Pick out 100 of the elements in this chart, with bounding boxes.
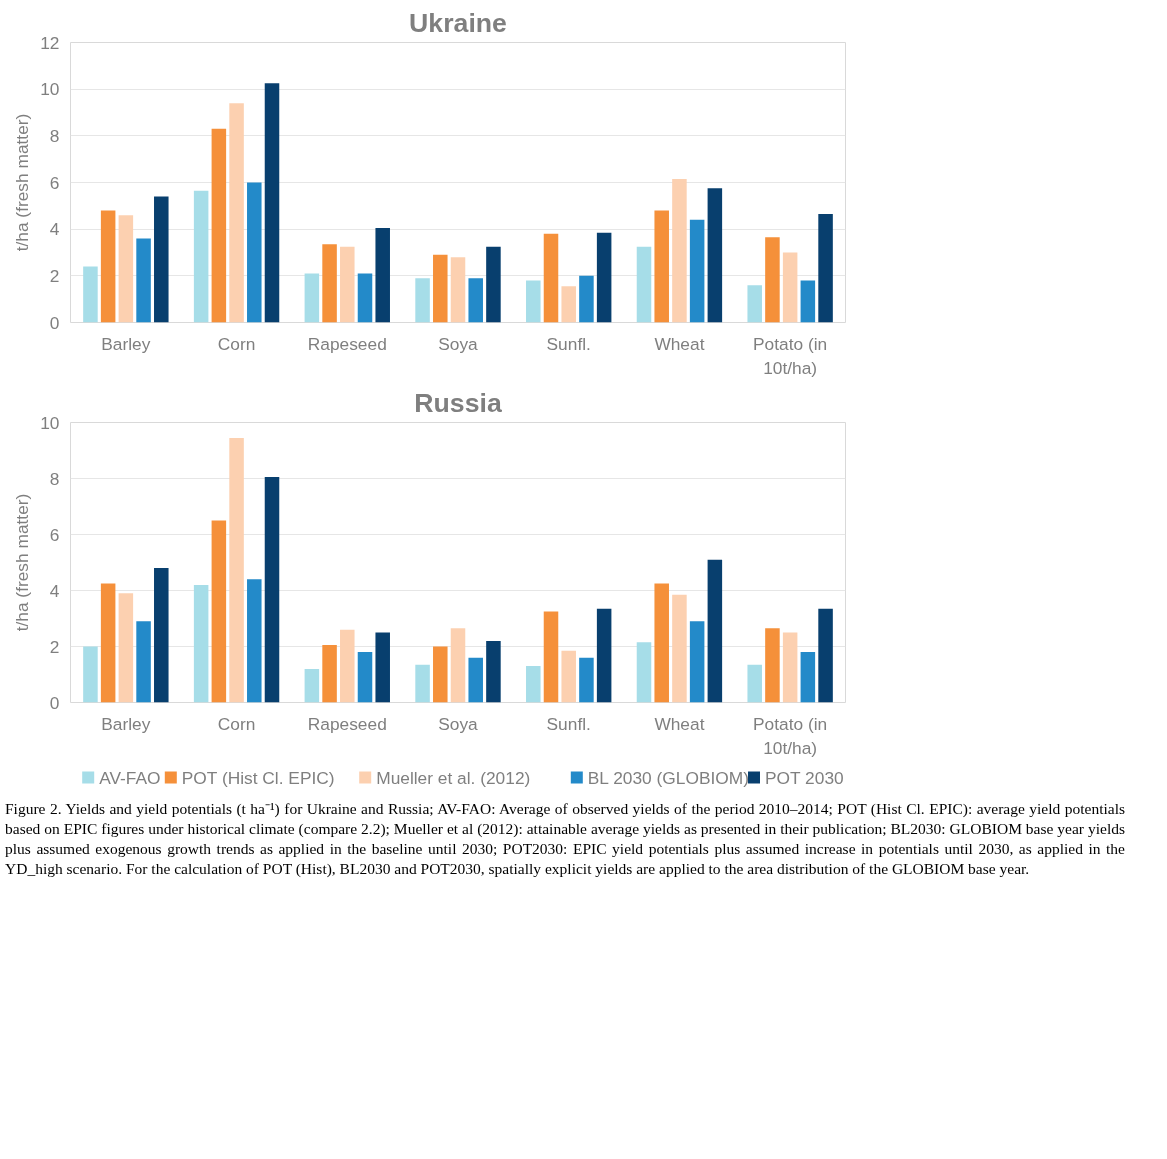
bar [375, 632, 390, 703]
bar [193, 190, 209, 323]
bar [340, 246, 355, 323]
x-tick-label: Corn [217, 713, 256, 734]
bar [247, 182, 262, 323]
x-tick-label: Sunfl. [546, 713, 591, 734]
bar [596, 608, 612, 703]
bar [229, 103, 244, 323]
y-tick-label: 10 [40, 412, 60, 433]
y-tick-label: 10 [40, 79, 60, 100]
chart-title: Ukraine [409, 7, 507, 38]
bar [561, 286, 576, 323]
bar [433, 646, 448, 703]
y-tick-label: 0 [49, 692, 60, 713]
y-axis-title: t/ha (fresh matter) [12, 493, 33, 632]
bar [340, 629, 355, 703]
bar [579, 657, 594, 703]
bar [118, 215, 134, 323]
bar [211, 520, 227, 703]
y-tick-label: 4 [49, 219, 60, 240]
y-tick-label: 6 [49, 172, 60, 193]
x-tick-label: Soya [438, 333, 479, 354]
legend-label: BL 2030 (GLOBIOM) [587, 767, 749, 788]
bar [707, 559, 723, 703]
bar [154, 196, 169, 323]
bar [596, 232, 612, 323]
legend-label: POT 2030 [765, 767, 844, 788]
x-tick-label: Rapeseed [307, 713, 387, 734]
bar [375, 228, 390, 323]
bar [782, 632, 798, 703]
bar [322, 244, 337, 323]
bar [486, 640, 501, 703]
y-tick-label: 4 [49, 580, 60, 601]
bar [818, 608, 833, 703]
legend-label: POT (Hist Cl. EPIC) [181, 767, 335, 788]
y-tick-label: 8 [49, 125, 60, 146]
bar [561, 650, 576, 703]
bar [468, 657, 483, 703]
x-tick-label: Potato (in 10t/ha) [753, 713, 828, 758]
y-tick-label: 0 [49, 312, 60, 333]
bar [357, 273, 373, 323]
caption: Figure 2. Yields and yield potentials (t ha⁻¹) for Ukraine and Russia; AV-FAO: Average of observed yields of the period 2010–2014; POT (Hist Cl. EPIC): average yield potentials based on EPIC figures under historical climate (compare 2.2); Mueller et al (2012): attainable average yields as presented in their publication; BL2030: GLOBIOM base year yields plus assumed exogenous growth trends as applied in the baseline until 2030; POT2030: EPIC yield potentials plus assumed increase in potentials until 2030, as applied in the YD_high scenario. For the calculation of POT (Hist), BL2030 and POT2030, spatially explicit yields are applied to the area distribution of the GLOBIOM base year. [5, 799, 1125, 880]
y-tick-label: 8 [49, 468, 60, 489]
bar [136, 621, 151, 703]
bar [672, 594, 687, 703]
bar [636, 642, 652, 703]
bar [689, 621, 705, 703]
bar [654, 210, 669, 323]
bar [450, 628, 466, 703]
x-tick-label: Sunfl. [546, 333, 591, 354]
bar [211, 128, 227, 323]
bar [118, 593, 134, 703]
x-tick-label: Potato (in 10t/ha) [753, 333, 828, 378]
bar [579, 275, 594, 323]
chart-title: Russia [414, 387, 502, 418]
bar [264, 477, 280, 703]
bar [322, 645, 337, 703]
bar [636, 246, 652, 323]
bar [304, 668, 320, 703]
bar [415, 278, 430, 323]
y-tick-label: 2 [49, 636, 60, 657]
bar [526, 280, 541, 323]
bar [654, 583, 669, 703]
bar [782, 252, 798, 323]
bar [247, 579, 262, 703]
bar [765, 237, 780, 323]
legend-label: AV-FAO [99, 767, 161, 788]
bar [818, 214, 833, 323]
bar [526, 666, 541, 703]
bar [486, 246, 501, 323]
x-tick-label: Corn [217, 333, 256, 354]
bar [415, 664, 430, 703]
x-tick-label: Rapeseed [307, 333, 387, 354]
y-tick-label: 12 [40, 32, 60, 53]
y-axis-title: t/ha (fresh matter) [12, 113, 33, 252]
bar [304, 273, 320, 323]
bar [100, 583, 116, 703]
bar [136, 238, 151, 323]
x-tick-label: Wheat [654, 333, 705, 354]
bar [450, 257, 466, 323]
bar [83, 646, 98, 703]
bar [543, 611, 559, 703]
bar [672, 179, 687, 323]
bar [707, 188, 723, 323]
bar [800, 280, 816, 323]
bar [689, 219, 705, 323]
x-tick-label: Barley [101, 333, 151, 354]
y-tick-label: 2 [49, 265, 60, 286]
y-tick-label: 6 [49, 524, 60, 545]
bar [543, 233, 559, 323]
bar [83, 266, 98, 323]
bar [154, 568, 169, 703]
bar [765, 628, 780, 703]
bar [193, 584, 209, 703]
x-tick-label: Wheat [654, 713, 705, 734]
x-tick-label: Barley [101, 713, 151, 734]
bar [433, 254, 448, 323]
bar [800, 652, 816, 703]
x-tick-label: Soya [438, 713, 479, 734]
bar [357, 652, 373, 703]
